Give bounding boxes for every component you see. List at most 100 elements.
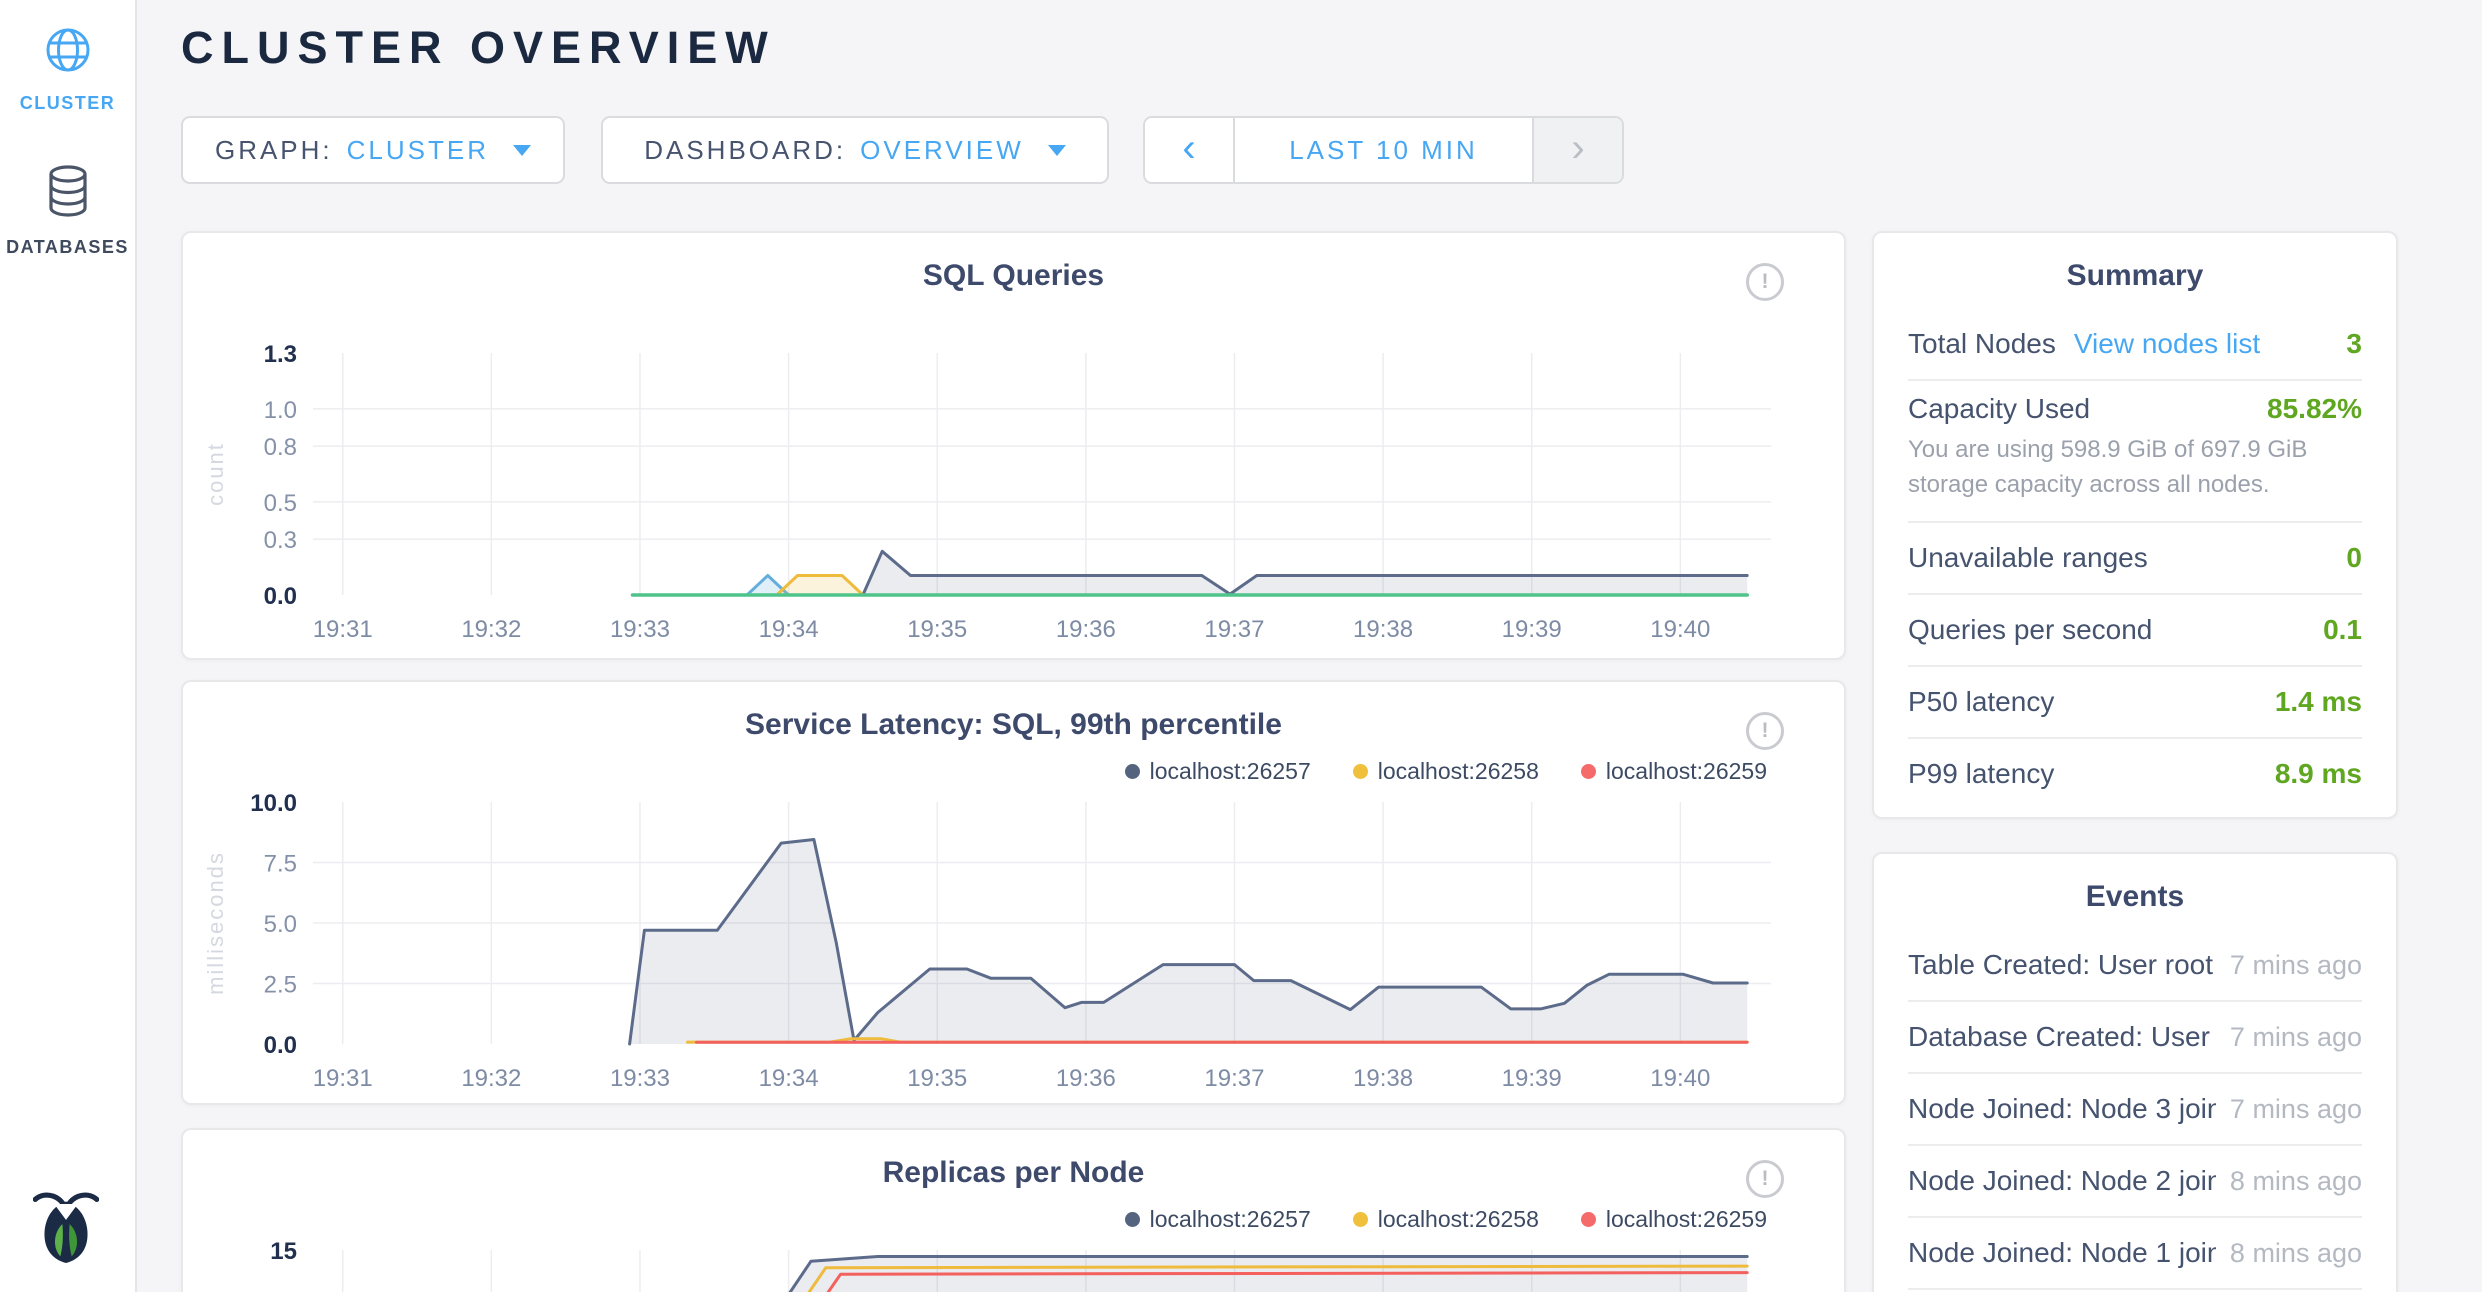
svg-text:0.8: 0.8 <box>264 434 297 461</box>
chevron-down-icon <box>513 145 531 156</box>
svg-text:19:38: 19:38 <box>1353 1065 1413 1092</box>
event-row: Node Joined: Node 1 joined… 8 mins ago <box>1908 1218 2362 1290</box>
summary-title: Summary <box>1874 233 2396 309</box>
svg-text:19:36: 19:36 <box>1056 1065 1116 1092</box>
summary-value: 1.4 ms <box>2275 686 2362 718</box>
database-icon <box>44 164 92 218</box>
svg-text:19:37: 19:37 <box>1204 1065 1264 1092</box>
time-range-selector: ‹ LAST 10 MIN › <box>1143 116 1624 184</box>
svg-text:19:32: 19:32 <box>461 1065 521 1092</box>
svg-text:19:37: 19:37 <box>1204 616 1264 643</box>
time-range-next-button[interactable]: › <box>1534 118 1622 182</box>
graph-dropdown-label: GRAPH: <box>215 135 333 166</box>
dashboard-dropdown-value: OVERVIEW <box>860 135 1024 166</box>
svg-text:19:39: 19:39 <box>1502 1065 1562 1092</box>
svg-text:15: 15 <box>270 1238 297 1265</box>
svg-text:0.0: 0.0 <box>264 583 297 610</box>
sidebar-item-label: DATABASES <box>0 237 135 258</box>
summary-row-unavailable-ranges: Unavailable ranges 0 <box>1908 523 2362 595</box>
svg-text:count: count <box>203 442 228 506</box>
events-panel: Events Table Created: User root cre… 7 m… <box>1872 852 2398 1292</box>
event-row: Database Created: User roo… 7 mins ago <box>1908 1002 2362 1074</box>
svg-text:19:33: 19:33 <box>610 616 670 643</box>
svg-text:1.0: 1.0 <box>264 397 297 424</box>
svg-text:10.0: 10.0 <box>250 790 297 817</box>
time-range-prev-button[interactable]: ‹ <box>1145 118 1233 182</box>
svg-text:0.5: 0.5 <box>264 490 297 517</box>
svg-text:19:35: 19:35 <box>907 1065 967 1092</box>
summary-label: Total NodesView nodes list <box>1908 328 2260 360</box>
time-range-value[interactable]: LAST 10 MIN <box>1233 118 1534 182</box>
svg-text:milliseconds: milliseconds <box>203 851 228 995</box>
summary-label: Queries per second <box>1908 614 2152 646</box>
svg-text:7.5: 7.5 <box>264 851 297 878</box>
graph-dropdown[interactable]: GRAPH: CLUSTER <box>181 116 565 184</box>
svg-text:19:38: 19:38 <box>1353 616 1413 643</box>
svg-text:19:33: 19:33 <box>610 1065 670 1092</box>
svg-text:19:31: 19:31 <box>313 1065 373 1092</box>
svg-text:2.5: 2.5 <box>264 972 297 999</box>
chevron-down-icon <box>1048 145 1066 156</box>
summary-label: P99 latency <box>1908 758 2054 790</box>
summary-value: 8.9 ms <box>2275 758 2362 790</box>
sql-queries-card: SQL Queries ! 19:3119:3219:3319:3419:351… <box>181 231 1846 660</box>
event-text: Node Joined: Node 1 joined… <box>1908 1237 2216 1269</box>
replicas-per-node-chart: 19:3119:3219:3319:3419:3519:3619:3719:38… <box>183 1130 1844 1292</box>
summary-value: 0.1 <box>2323 614 2362 646</box>
event-row: Node Joined: Node 3 joined… 7 mins ago <box>1908 1074 2362 1146</box>
dashboard-dropdown-label: DASHBOARD: <box>644 135 846 166</box>
service-latency-chart: 19:31 19:32 19:33 19:34 19:35 19:36 19:37 19:38… <box>183 682 1844 1103</box>
capacity-subtext: You are using 598.9 GiB of 697.9 GiB sto… <box>1908 433 2318 503</box>
event-time: 7 mins ago <box>2230 950 2362 981</box>
svg-text:19:36: 19:36 <box>1056 616 1116 643</box>
summary-row-queries-per-second: Queries per second 0.1 <box>1908 595 2362 667</box>
sidebar: CLUSTER DATABASES <box>0 0 137 1292</box>
total-nodes-value: 3 <box>2346 328 2362 360</box>
svg-text:1.3: 1.3 <box>264 341 297 368</box>
event-row: Table Created: User root cre… 7 mins ago <box>1908 930 2362 1002</box>
event-time: 8 mins ago <box>2230 1238 2362 1269</box>
dashboard-dropdown[interactable]: DASHBOARD: OVERVIEW <box>601 116 1109 184</box>
globe-icon <box>44 26 92 74</box>
svg-text:19:31: 19:31 <box>313 616 373 643</box>
summary-label: Unavailable ranges <box>1908 542 2148 574</box>
capacity-value: 85.82% <box>2267 393 2362 425</box>
event-row: Node Joined: Node 2 joined… 8 mins ago <box>1908 1146 2362 1218</box>
event-time: 7 mins ago <box>2230 1094 2362 1125</box>
sidebar-item-label: CLUSTER <box>0 93 135 114</box>
svg-text:19:34: 19:34 <box>759 616 819 643</box>
service-latency-card: Service Latency: SQL, 99th percentile ! … <box>181 680 1846 1105</box>
cluster-overview-page: CLUSTER DATABASES CLUSTER OVERVIEW <box>0 0 2482 1292</box>
events-title: Events <box>1874 854 2396 930</box>
graph-dropdown-value: CLUSTER <box>347 135 489 166</box>
event-text: Table Created: User root cre… <box>1908 949 2216 981</box>
summary-row-p99-latency: P99 latency 8.9 ms <box>1908 739 2362 809</box>
svg-text:5.0: 5.0 <box>264 911 297 938</box>
summary-row-capacity: Capacity Used 85.82% You are using 598.9… <box>1908 381 2362 523</box>
capacity-label: Capacity Used <box>1908 393 2090 425</box>
svg-text:19:39: 19:39 <box>1502 616 1562 643</box>
event-text: Node Joined: Node 3 joined… <box>1908 1093 2216 1125</box>
summary-panel: Summary Total NodesView nodes list 3 Cap… <box>1872 231 2398 819</box>
svg-text:19:32: 19:32 <box>461 616 521 643</box>
svg-text:19:40: 19:40 <box>1650 616 1710 643</box>
page-title: CLUSTER OVERVIEW <box>181 22 776 74</box>
svg-text:19:35: 19:35 <box>907 616 967 643</box>
sql-queries-chart: 19:31 19:32 19:33 19:34 19:35 19:36 19:37 19:38… <box>183 233 1844 658</box>
event-time: 8 mins ago <box>2230 1166 2362 1197</box>
replicas-per-node-card: Replicas per Node ! localhost:26257local… <box>181 1128 1846 1292</box>
view-nodes-list-link[interactable]: View nodes list <box>2074 328 2260 359</box>
svg-text:0.3: 0.3 <box>264 527 297 554</box>
sidebar-item-databases[interactable]: DATABASES <box>0 164 135 258</box>
svg-text:19:34: 19:34 <box>759 1065 819 1092</box>
event-text: Node Joined: Node 2 joined… <box>1908 1165 2216 1197</box>
svg-text:19:40: 19:40 <box>1650 1065 1710 1092</box>
cockroach-bug-icon <box>33 1183 99 1263</box>
event-text: Database Created: User roo… <box>1908 1021 2216 1053</box>
summary-row-total-nodes: Total NodesView nodes list 3 <box>1908 309 2362 381</box>
sidebar-item-cluster[interactable]: CLUSTER <box>0 26 135 114</box>
event-time: 7 mins ago <box>2230 1022 2362 1053</box>
cockroach-logo[interactable] <box>33 1183 99 1268</box>
svg-text:0.0: 0.0 <box>264 1032 297 1059</box>
summary-row-p50-latency: P50 latency 1.4 ms <box>1908 667 2362 739</box>
